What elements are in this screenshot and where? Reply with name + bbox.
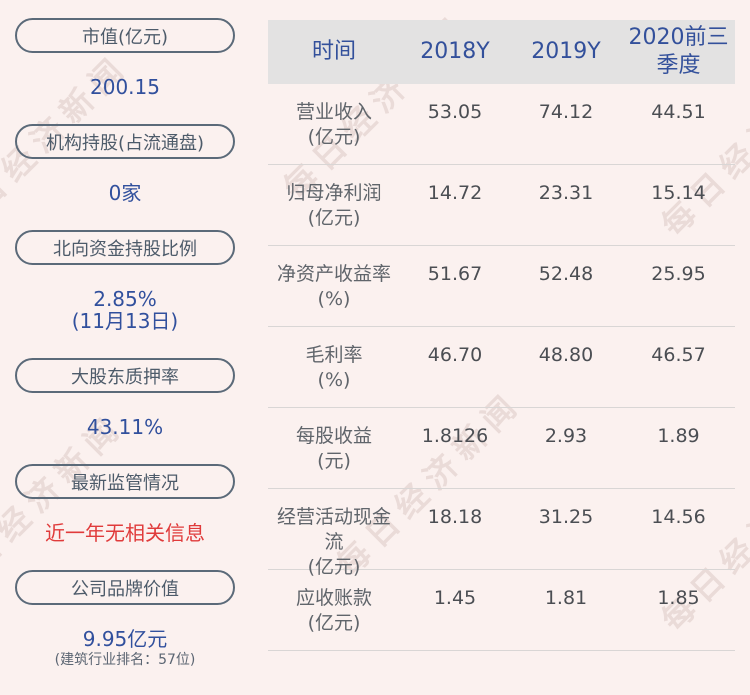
cell-value: 1.81 [544, 587, 588, 609]
sidebar-pill-market-cap[interactable]: 市值(亿元) [15, 18, 235, 53]
northbound-holding-value: 2.85% (11月13日) [72, 288, 179, 332]
table-row-accounts-receivable: 应收账款 (亿元) 1.45 1.81 1.85 [268, 570, 735, 651]
sidebar-pill-regulatory-status[interactable]: 最新监管情况 [15, 464, 235, 499]
cell-value: 14.72 [427, 182, 483, 204]
cell-value: 25.95 [651, 263, 706, 285]
table-row-eps: 每股收益 (元) 1.8126 2.93 1.89 [268, 408, 735, 489]
row-name: 毛利率 [305, 344, 363, 366]
northbound-holding-date: (11月13日) [71, 309, 179, 333]
cell-value: 1.8126 [421, 425, 489, 447]
pill-label: 最新监管情况 [71, 472, 179, 494]
header-cell-time: 时间 [311, 39, 356, 64]
table-row-operating-cashflow: 经营活动现金流 (亿元) 18.18 31.25 14.56 [268, 489, 735, 578]
table-row-net-profit: 归母净利润 (亿元) 14.72 23.31 15.14 [268, 165, 735, 246]
row-name: 应收账款 [295, 587, 372, 609]
cell-value: 15.14 [651, 182, 706, 204]
table-header: 时间 2018Y 2019Y 2020前三季度 [268, 20, 735, 84]
brand-value-industry-rank: (建筑行业排名：57位) [54, 652, 196, 668]
row-label: 每股收益 (元) [268, 424, 400, 474]
row-name: 净资产收益率 [276, 263, 391, 285]
row-label: 经营活动现金流 (亿元) [268, 505, 400, 580]
cell-value: 48.80 [538, 344, 594, 366]
cell-value: 1.89 [657, 425, 700, 447]
cell-value: 18.18 [427, 506, 483, 528]
market-cap-value: 200.15 [90, 75, 160, 99]
row-unit: (%) [317, 369, 351, 391]
row-name: 营业收入 [295, 101, 372, 123]
pill-label: 市值(亿元) [81, 26, 169, 48]
pill-label: 公司品牌价值 [71, 578, 179, 600]
row-unit: (亿元) [307, 207, 361, 229]
cell-value: 14.56 [651, 506, 706, 528]
pill-label: 北向资金持股比例 [53, 238, 197, 260]
brand-value-amount: 9.95亿元 (建筑行业排名：57位) [55, 628, 196, 669]
table-row-revenue: 营业收入 (亿元) 53.05 74.12 44.51 [268, 84, 735, 165]
cell-value: 31.25 [538, 506, 594, 528]
cell-value: 52.48 [538, 263, 594, 285]
row-label: 应收账款 (亿元) [268, 586, 400, 636]
header-cell-2020q3: 2020前三季度 [628, 25, 729, 78]
northbound-holding-percent: 2.85% [93, 287, 157, 311]
brand-value-number: 9.95亿元 [82, 627, 168, 651]
cell-value: 1.85 [657, 587, 700, 609]
header-cell-2018y: 2018Y [420, 39, 490, 64]
pill-label: 机构持股(占流通盘) [45, 132, 205, 154]
row-label: 净资产收益率 (%) [268, 262, 400, 312]
cell-value: 44.51 [651, 101, 706, 123]
sidebar-pill-major-shareholder-pledge[interactable]: 大股东质押率 [15, 358, 235, 393]
table-row-gross-margin: 毛利率 (%) 46.70 48.80 46.57 [268, 327, 735, 408]
cell-value: 53.05 [427, 101, 483, 123]
financials-table: 时间 2018Y 2019Y 2020前三季度 营业收入 (亿元) 53.05 … [268, 20, 735, 651]
row-label: 营业收入 (亿元) [268, 100, 400, 150]
row-unit: (元) [317, 450, 351, 472]
pill-label: 大股东质押率 [71, 366, 179, 388]
pledge-ratio-value: 43.11% [86, 415, 164, 439]
row-unit: (亿元) [307, 126, 361, 148]
row-label: 毛利率 (%) [268, 343, 400, 393]
sidebar-pill-northbound-holding[interactable]: 北向资金持股比例 [15, 230, 235, 265]
cell-value: 1.45 [433, 587, 477, 609]
cell-value: 51.67 [427, 263, 483, 285]
row-name: 经营活动现金流 [276, 506, 391, 553]
row-unit: (亿元) [307, 556, 361, 578]
sidebar-pill-institutional-holding[interactable]: 机构持股(占流通盘) [15, 124, 235, 159]
row-name: 每股收益 [295, 425, 372, 447]
cell-value: 74.12 [538, 101, 594, 123]
institutional-holding-value: 0家 [108, 181, 142, 205]
cell-value: 23.31 [538, 182, 594, 204]
stats-sidebar: 市值(亿元) 200.15 机构持股(占流通盘) 0家 北向资金持股比例 2.8… [0, 0, 250, 695]
row-unit: (%) [317, 288, 351, 310]
row-unit: (亿元) [307, 612, 361, 634]
regulatory-status-value: 近一年无相关信息 [45, 521, 205, 545]
cell-value: 46.70 [427, 344, 483, 366]
cell-value: 46.57 [651, 344, 706, 366]
header-cell-2019y: 2019Y [531, 39, 601, 64]
table-row-roe: 净资产收益率 (%) 51.67 52.48 25.95 [268, 246, 735, 327]
row-label: 归母净利润 (亿元) [268, 181, 400, 231]
cell-value: 2.93 [544, 425, 588, 447]
row-name: 归母净利润 [286, 182, 382, 204]
sidebar-pill-brand-value[interactable]: 公司品牌价值 [15, 570, 235, 605]
